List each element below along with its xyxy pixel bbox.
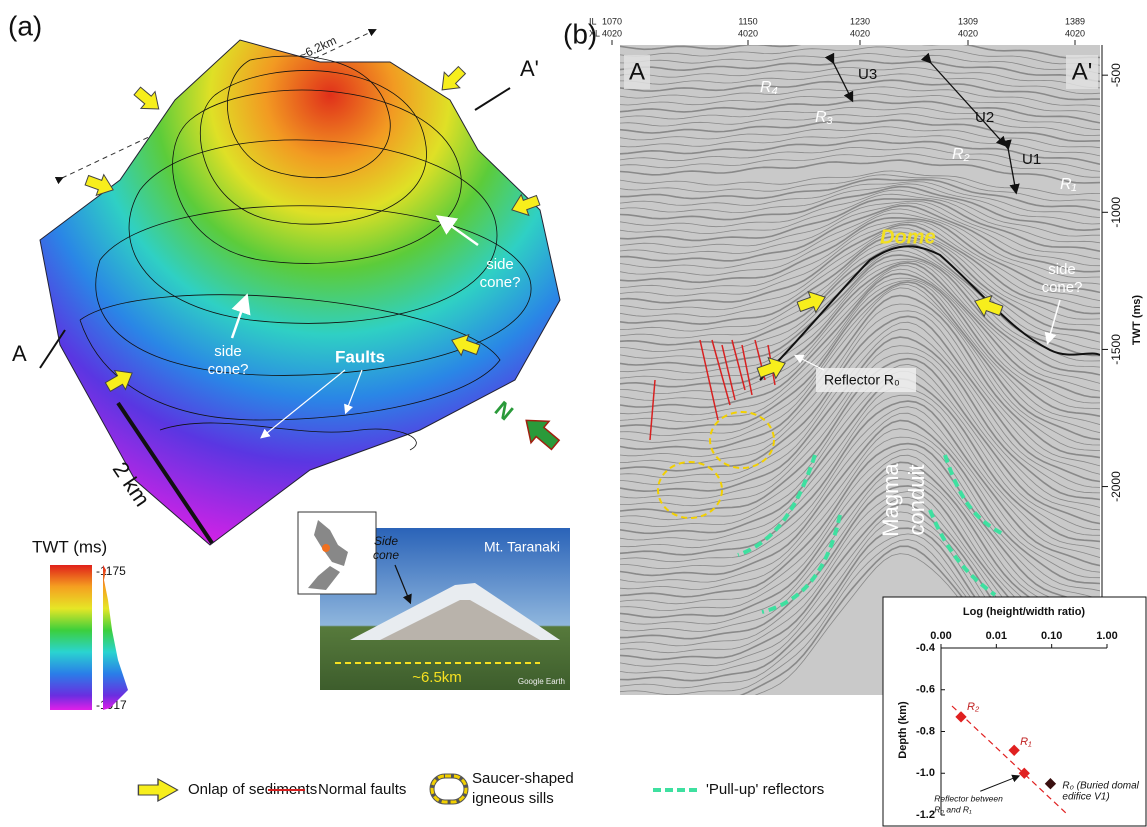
- y-axis-title: Depth (km): [897, 701, 909, 759]
- dome-label: Dome: [880, 226, 936, 248]
- north-arrow: [517, 410, 564, 456]
- point-label: R₀ and R₁: [934, 805, 972, 815]
- x-tick-label: 0.10: [1041, 630, 1062, 642]
- side-cone-label: side: [1048, 261, 1076, 278]
- figure: (a) ~6.2km A' A side cone? side cone? Fa…: [0, 0, 1147, 827]
- header-il: 1389: [1065, 16, 1085, 26]
- colorbar: [50, 565, 92, 710]
- inset-title: Mt. Taranaki: [484, 539, 560, 555]
- y-tick-label: -1.0: [916, 767, 935, 779]
- legend-faults: Normal faults: [318, 781, 406, 798]
- colorbar-title: TWT (ms): [32, 537, 107, 556]
- y-tick-label: -0.6: [916, 684, 935, 696]
- colorbar-max: -1175: [96, 564, 126, 578]
- header-il: 1230: [850, 16, 870, 26]
- point-label: R₁: [1020, 736, 1032, 748]
- location-marker: [322, 544, 330, 552]
- tick-label: -1000: [1109, 197, 1123, 228]
- header-xl: 4020: [738, 28, 758, 38]
- conduit-label: Magma: [878, 463, 903, 537]
- side-cone-label: cone?: [1042, 279, 1083, 296]
- legend-sills: igneous sills: [472, 790, 554, 807]
- tick-label: -500: [1109, 63, 1123, 87]
- side-cone-label: cone?: [208, 361, 249, 378]
- reflector-r0-label: Reflector R₀: [824, 372, 900, 388]
- unit-label: U2: [975, 109, 994, 126]
- onlap-arrow: [434, 62, 469, 97]
- side-cone-label: cone?: [480, 274, 521, 291]
- unit-label: U3: [858, 66, 877, 83]
- onlap-arrow: [130, 83, 166, 118]
- inset-side-cone: Side: [374, 534, 398, 548]
- panel-label: (a): [8, 10, 42, 41]
- inset-width: ~6.5km: [412, 669, 462, 686]
- conduit-label: conduit: [904, 465, 929, 536]
- tick-label: -1500: [1109, 334, 1123, 365]
- section-end: A': [520, 56, 539, 81]
- point-label: edifice V1): [1062, 791, 1109, 802]
- point-label: R₂: [967, 701, 980, 713]
- header-il: 1309: [958, 16, 978, 26]
- y-tick-label: -0.8: [916, 725, 935, 737]
- north-label: N: [490, 396, 518, 425]
- histogram: [103, 565, 128, 710]
- header-row-label: IL: [589, 16, 597, 26]
- legend-sills: Saucer-shaped: [472, 770, 574, 787]
- header-xl: 4020: [850, 28, 870, 38]
- reflector-label: R₃: [815, 109, 833, 126]
- header-xl: 4020: [1065, 28, 1085, 38]
- y-tick-label: -0.4: [916, 642, 936, 654]
- twt-axis-title: TWT (ms): [1131, 295, 1143, 345]
- reflector-label: R₁: [1060, 176, 1077, 193]
- y-tick-label: -1.2: [916, 809, 935, 821]
- point-label: Reflector between: [934, 794, 1003, 804]
- x-tick-label: 0.00: [930, 630, 951, 642]
- header-il: 1150: [738, 16, 757, 26]
- side-cone-label: side: [486, 256, 514, 273]
- section-start: A: [629, 58, 645, 85]
- tick-label: -2000: [1109, 471, 1123, 502]
- reflector-label: R₄: [760, 79, 778, 96]
- legend-pullup: 'Pull-up' reflectors: [706, 781, 824, 798]
- x-axis-title: Log (height/width ratio): [963, 606, 1086, 618]
- header-il: 1070: [602, 16, 622, 26]
- faults-label: Faults: [335, 347, 385, 366]
- reflector-label: R₂: [952, 146, 970, 163]
- section-start: A: [12, 341, 27, 366]
- header-xl: 4020: [602, 28, 622, 38]
- point-label: R₀ (Buried domal: [1062, 780, 1139, 791]
- section-tick: [40, 330, 65, 368]
- section-end: A': [1072, 58, 1093, 85]
- x-tick-label: 0.01: [986, 630, 1007, 642]
- x-tick-label: 1.00: [1096, 630, 1117, 642]
- header-xl: 4020: [958, 28, 978, 38]
- header: 1070 4020 1150 4020 1230 4020 1309 4020 1389 4020: [602, 16, 1085, 45]
- legend-onlap-swatch: [138, 779, 177, 801]
- side-cone-label: side: [214, 343, 242, 360]
- section-tick: [475, 88, 510, 110]
- inset-side-cone: cone: [373, 548, 399, 562]
- unit-label: U1: [1022, 151, 1041, 168]
- header-row-label: XL: [589, 28, 600, 38]
- credit: Google Earth: [518, 677, 565, 686]
